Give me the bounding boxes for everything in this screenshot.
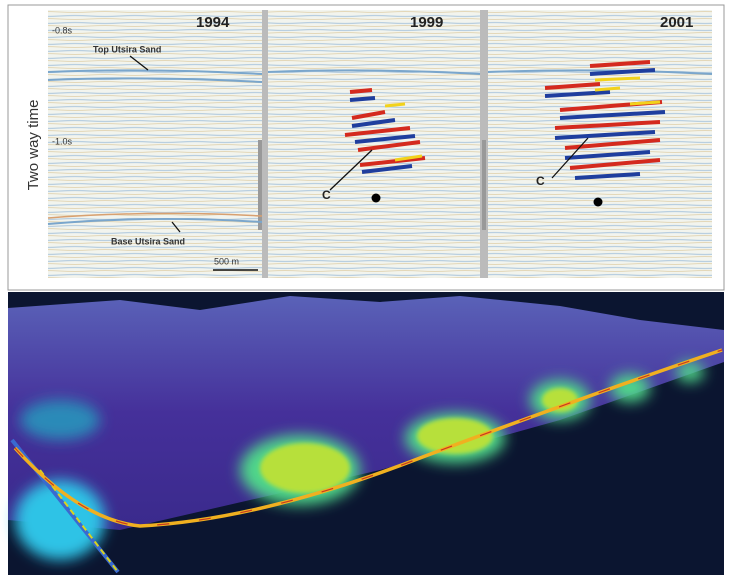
reflector [47, 212, 263, 219]
year-label: 1999 [410, 14, 443, 31]
amplitude-anomaly [344, 88, 426, 174]
time-label: -1.0s [52, 136, 73, 146]
scale-label: 500 m [214, 256, 239, 266]
reflector [47, 69, 713, 225]
well-path [13, 348, 723, 528]
surface [8, 296, 724, 530]
time-label: -0.8s [52, 25, 73, 35]
well-marker [593, 197, 603, 207]
axis-label: Two way time [25, 100, 42, 191]
annotation: Base Utsira Sand [111, 236, 185, 246]
year-label: 1994 [196, 14, 230, 31]
well-marker [371, 193, 381, 203]
seismic-panel [48, 10, 262, 278]
arrow [129, 55, 589, 233]
year-label: 2001 [660, 14, 693, 31]
annotation: Top Utsira Sand [93, 44, 161, 54]
plume-core [260, 388, 578, 493]
annotation: C [322, 188, 331, 202]
amplitude-anomaly [544, 60, 666, 180]
scroll-bar [482, 140, 486, 230]
seismic-panel [268, 10, 480, 278]
separator [262, 10, 268, 278]
scroll-bar [258, 140, 262, 230]
annotation: C [536, 174, 545, 188]
